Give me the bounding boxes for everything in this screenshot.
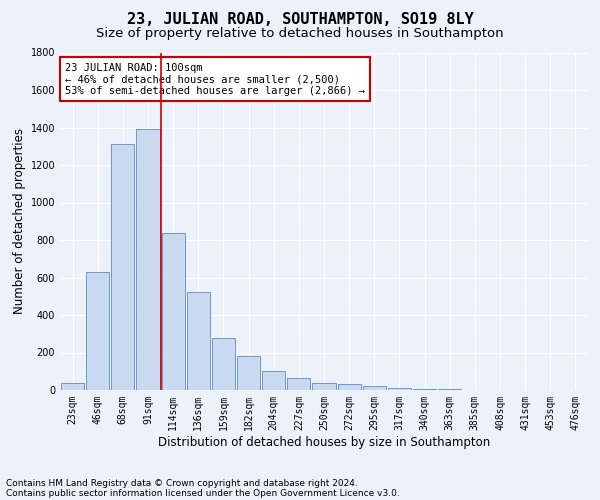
Text: Contains public sector information licensed under the Open Government Licence v3: Contains public sector information licen… [6,488,400,498]
Bar [237,356,260,390]
Bar [212,338,235,390]
Bar [388,388,411,390]
Bar [287,378,310,390]
Text: Size of property relative to detached houses in Southampton: Size of property relative to detached ho… [96,28,504,40]
Y-axis label: Number of detached properties: Number of detached properties [13,128,26,314]
Bar [86,272,109,390]
Bar [413,389,436,390]
X-axis label: Distribution of detached houses by size in Southampton: Distribution of detached houses by size … [158,436,490,448]
Bar [338,384,361,390]
Text: Contains HM Land Registry data © Crown copyright and database right 2024.: Contains HM Land Registry data © Crown c… [6,478,358,488]
Bar [262,371,285,390]
Bar [61,382,84,390]
Bar [363,386,386,390]
Bar [313,384,335,390]
Bar [187,292,210,390]
Bar [161,232,185,390]
Text: 23 JULIAN ROAD: 100sqm
← 46% of detached houses are smaller (2,500)
53% of semi-: 23 JULIAN ROAD: 100sqm ← 46% of detached… [65,62,365,96]
Text: 23, JULIAN ROAD, SOUTHAMPTON, SO19 8LY: 23, JULIAN ROAD, SOUTHAMPTON, SO19 8LY [127,12,473,28]
Bar [136,130,160,390]
Bar [111,144,134,390]
